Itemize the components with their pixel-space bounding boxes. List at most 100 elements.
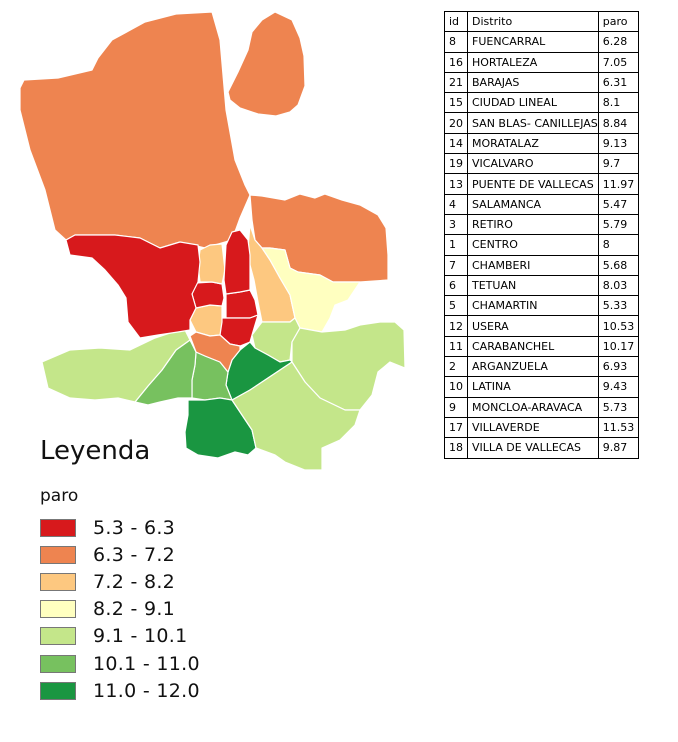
cell-paro: 8.1 <box>597 92 639 114</box>
table-row[interactable]: 20 SAN BLAS- CANILLEJAS 8.84 <box>444 112 639 134</box>
table-row[interactable]: 11 CARABANCHEL 10.17 <box>444 335 639 358</box>
district-fuencarral[interactable] <box>19 11 251 249</box>
table-row[interactable]: 6 TETUAN 8.03 <box>444 274 639 297</box>
cell-distrito: HORTALEZA <box>467 51 599 73</box>
table-row[interactable]: 16 HORTALEZA 7.05 <box>444 51 639 73</box>
cell-paro: 8.03 <box>597 274 639 297</box>
table-row[interactable]: 1 CENTRO 8 <box>444 234 639 256</box>
district-chamberi[interactable] <box>191 281 225 309</box>
legend-swatch <box>40 545 76 564</box>
table-row[interactable]: 18 VILLA DE VALLECAS 9.87 <box>444 437 639 459</box>
table-row[interactable]: 2 ARGANZUELA 6.93 <box>444 356 639 378</box>
legend-swatch <box>40 681 76 700</box>
table-row[interactable]: 21 BARAJAS 6.31 <box>444 71 639 94</box>
column-header-distrito[interactable]: Distrito <box>467 10 599 33</box>
cell-id: 12 <box>444 315 468 337</box>
district-tetuan[interactable] <box>197 243 226 285</box>
table-row[interactable]: 8 FUENCARRAL 6.28 <box>444 31 639 53</box>
cell-paro: 11.53 <box>597 416 639 439</box>
legend-label: 6.3 - 7.2 <box>93 543 176 566</box>
cell-distrito: ARGANZUELA <box>467 356 599 378</box>
table-row[interactable]: 13 PUENTE DE VALLECAS 11.97 <box>444 173 639 195</box>
table-row[interactable]: 3 RETIRO 5.79 <box>444 213 639 236</box>
cell-distrito: USERA <box>467 315 599 337</box>
legend-swatch <box>40 572 76 591</box>
district-map <box>19 11 406 471</box>
table-row[interactable]: 5 CHAMARTIN 5.33 <box>444 295 639 317</box>
cell-distrito: SAN BLAS- CANILLEJAS <box>467 112 599 134</box>
legend-swatch <box>40 654 76 673</box>
cell-id: 1 <box>444 234 468 256</box>
cell-paro: 9.7 <box>597 153 639 175</box>
legend-label: 11.0 - 12.0 <box>93 679 200 702</box>
legend-item: 10.1 - 11.0 <box>40 650 200 677</box>
table-row[interactable]: 10 LATINA 9.43 <box>444 376 639 398</box>
table-row[interactable]: 12 USERA 10.53 <box>444 315 639 337</box>
cell-id: 9 <box>444 396 468 418</box>
cell-paro: 6.28 <box>597 31 639 53</box>
cell-distrito: MONCLOA-ARAVACA <box>467 396 599 418</box>
cell-id: 19 <box>444 153 468 175</box>
district-san-blas[interactable] <box>261 247 361 333</box>
legend-label: 7.2 - 8.2 <box>93 570 176 593</box>
table-row[interactable]: 7 CHAMBERI 5.68 <box>444 254 639 276</box>
cell-paro: 5.33 <box>597 295 639 317</box>
legend-item: 9.1 - 10.1 <box>40 623 200 650</box>
table-row[interactable]: 14 MORATALAZ 9.13 <box>444 132 639 155</box>
cell-id: 13 <box>444 173 468 195</box>
cell-distrito: FUENCARRAL <box>467 31 599 53</box>
district-chamartin[interactable] <box>223 229 251 295</box>
cell-id: 17 <box>444 416 468 439</box>
cell-distrito: VICALVARO <box>467 153 599 175</box>
district-villa-de-vallecas[interactable] <box>231 361 361 471</box>
cell-distrito: TETUAN <box>467 274 599 297</box>
cell-distrito: MORATALAZ <box>467 132 599 155</box>
district-arganzuela[interactable] <box>189 331 241 373</box>
district-moncloa-aravaca[interactable] <box>65 234 201 339</box>
cell-distrito: CHAMARTIN <box>467 295 599 317</box>
cell-distrito: CIUDAD LINEAL <box>467 92 599 114</box>
cell-id: 4 <box>444 193 468 215</box>
cell-paro: 10.17 <box>597 335 639 358</box>
district-latina[interactable] <box>41 329 191 403</box>
legend-swatch <box>40 600 76 619</box>
legend-swatch <box>40 518 76 537</box>
cell-id: 2 <box>444 356 468 378</box>
column-header-id[interactable]: id <box>444 10 468 33</box>
district-barajas[interactable] <box>227 11 306 117</box>
cell-paro: 10.53 <box>597 315 639 337</box>
legend-item: 8.2 - 9.1 <box>40 596 200 623</box>
cell-paro: 11.97 <box>597 173 639 195</box>
attribute-table: id Distrito paro 8 FUENCARRAL 6.28 16 HORTA… <box>444 10 639 459</box>
table-row[interactable]: 9 MONCLOA-ARAVACA 5.73 <box>444 396 639 418</box>
table-row[interactable]: 17 VILLAVERDE 11.53 <box>444 416 639 439</box>
cell-paro: 8 <box>597 234 639 256</box>
table-header-row: id Distrito paro <box>444 10 639 33</box>
cell-id: 21 <box>444 71 468 94</box>
cell-id: 7 <box>444 254 468 276</box>
table-row[interactable]: 15 CIUDAD LINEAL 8.1 <box>444 92 639 114</box>
cell-paro: 9.43 <box>597 376 639 398</box>
legend-item: 7.2 - 8.2 <box>40 568 200 595</box>
cell-id: 14 <box>444 132 468 155</box>
district-moratalaz[interactable] <box>251 317 301 363</box>
cell-paro: 5.68 <box>597 254 639 276</box>
legend-item: 11.0 - 12.0 <box>40 677 200 704</box>
table-row[interactable]: 19 VICALVARO 9.7 <box>444 153 639 175</box>
column-header-paro[interactable]: paro <box>597 10 639 33</box>
cell-distrito: PUENTE DE VALLECAS <box>467 173 599 195</box>
cell-id: 11 <box>444 335 468 358</box>
cell-paro: 7.05 <box>597 51 639 73</box>
cell-id: 10 <box>444 376 468 398</box>
district-villaverde[interactable] <box>184 397 257 459</box>
cell-paro: 9.87 <box>597 437 639 459</box>
table-row[interactable]: 4 SALAMANCA 5.47 <box>444 193 639 215</box>
cell-id: 5 <box>444 295 468 317</box>
cell-id: 6 <box>444 274 468 297</box>
cell-id: 8 <box>444 31 468 53</box>
cell-distrito: RETIRO <box>467 213 599 236</box>
district-salamanca[interactable] <box>225 289 259 319</box>
cell-distrito: VILLA DE VALLECAS <box>467 437 599 459</box>
cell-id: 18 <box>444 437 468 459</box>
cell-paro: 6.31 <box>597 71 639 94</box>
